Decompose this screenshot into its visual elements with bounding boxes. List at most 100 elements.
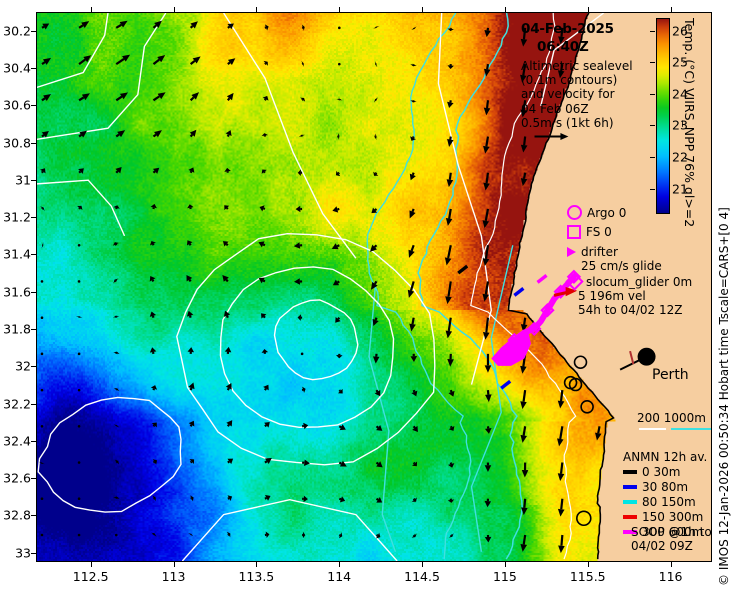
velocity-arrow — [447, 498, 455, 503]
velocity-arrow — [302, 459, 310, 467]
velocity-arrow — [557, 498, 565, 517]
velocity-arrow — [41, 242, 44, 249]
y-tick-label: 32.8 — [3, 507, 31, 523]
x-tick-label: 114.5 — [404, 569, 440, 584]
x-tick-top — [422, 7, 424, 12]
scalebar-label-1000: 1000m — [663, 411, 706, 425]
velocity-arrow — [410, 136, 416, 141]
velocity-arrow — [77, 497, 81, 501]
map-plot-area[interactable]: 04-Feb-2025 06:40Z Altimetric sealevel (0… — [36, 12, 712, 562]
velocity-arrow — [336, 98, 343, 101]
velocity-arrow — [407, 281, 415, 298]
velocity-arrow — [264, 495, 271, 501]
sealevel-contour-sw-low — [37, 396, 182, 513]
sealevel-contour-nw-1 — [37, 13, 167, 141]
velocity-arrow — [520, 27, 528, 47]
velocity-arrow — [374, 389, 381, 397]
anmn-mooring-vector[interactable] — [500, 379, 512, 390]
velocity-arrow — [484, 498, 492, 508]
y-tick-label: 30.2 — [3, 23, 31, 39]
velocity-arrow — [557, 63, 565, 79]
colorbar — [656, 18, 670, 214]
x-tick — [173, 562, 175, 567]
y-tick-label: 32.4 — [3, 433, 31, 449]
glider-position-marker[interactable] — [566, 269, 582, 284]
velocity-arrow — [225, 130, 232, 137]
glider-position-marker[interactable] — [527, 321, 542, 336]
velocity-arrow — [264, 422, 270, 428]
velocity-arrow — [261, 133, 269, 137]
perth-city-label: Perth — [652, 367, 689, 383]
velocity-arrow — [41, 94, 52, 102]
velocity-arrow — [224, 205, 230, 211]
velocity-arrow — [189, 21, 198, 29]
drifter-marker[interactable] — [553, 287, 578, 297]
velocity-arrow — [520, 63, 527, 83]
perth-connector-2 — [629, 350, 635, 365]
velocity-arrow — [520, 136, 528, 153]
velocity-arrow — [227, 23, 234, 30]
velocity-arrow — [77, 352, 81, 356]
velocity-arrow — [40, 316, 44, 319]
velocity-arrow — [152, 92, 166, 102]
y-tick-label: 32.6 — [3, 470, 31, 486]
y-tick — [31, 403, 36, 405]
velocity-arrow — [338, 26, 341, 30]
glider-position-marker[interactable] — [540, 303, 555, 318]
colorbar-tick — [650, 188, 655, 190]
soop-observation-marker[interactable] — [568, 377, 583, 392]
x-tick-label: 113.5 — [238, 569, 275, 584]
legend-item-drifter[interactable]: drifter — [567, 244, 707, 259]
velocity-arrow — [113, 388, 120, 392]
drifter-triangle-icon — [567, 246, 576, 257]
header-description: Altimetric sealevel (0.1m contours) and ve… — [521, 59, 633, 130]
velocity-arrow — [115, 54, 131, 66]
slocum-glider-diamond-icon — [565, 272, 584, 291]
velocity-arrow — [41, 23, 50, 30]
velocity-arrow — [222, 274, 229, 283]
velocity-arrow — [335, 170, 341, 177]
glider-position-marker[interactable] — [507, 332, 522, 348]
x-tick-label: 115 — [492, 569, 517, 584]
soop-observation-marker[interactable] — [576, 510, 592, 527]
anmn-mooring-vector[interactable] — [513, 287, 525, 297]
soop-line-1: SOOP @1h to — [631, 525, 712, 539]
velocity-arrow — [338, 424, 346, 431]
velocity-arrow — [484, 353, 492, 373]
y-tick-label: 30.8 — [3, 135, 31, 150]
velocity-arrow — [521, 498, 528, 516]
y-tick — [31, 30, 36, 32]
anmn-mooring-vector[interactable] — [457, 264, 469, 275]
legend-item-fs[interactable]: FS 0 — [567, 224, 707, 239]
anmn-mooring-vector[interactable] — [536, 274, 548, 284]
velocity-arrow — [151, 422, 157, 428]
velocity-arrow — [595, 426, 602, 441]
y-tick — [31, 217, 36, 219]
velocity-arrow — [297, 314, 303, 321]
velocity-arrow — [189, 129, 197, 138]
velocity-arrow — [223, 310, 231, 319]
legend-item-argo[interactable]: Argo 0 — [567, 205, 707, 220]
velocity-arrow — [409, 208, 416, 219]
velocity-arrow — [226, 92, 234, 101]
velocity-arrow — [298, 134, 306, 138]
velocity-arrow — [410, 353, 418, 363]
soop-observation-marker[interactable] — [573, 355, 588, 370]
legend-item-slocum-glider[interactable]: slocum_glider 0m — [565, 272, 707, 291]
velocity-arrow — [187, 204, 194, 210]
velocity-scale-arrow — [534, 133, 569, 141]
velocity-arrow — [264, 531, 270, 538]
soop-observation-marker[interactable] — [580, 400, 594, 414]
velocity-arrow — [557, 426, 564, 447]
velocity-arrow — [484, 426, 492, 434]
velocity-arrow — [332, 279, 340, 286]
velocity-arrow — [149, 311, 157, 318]
colorbar-tick-label: 22 — [672, 149, 688, 165]
colorbar-tick — [650, 62, 655, 64]
velocity-arrow — [483, 63, 491, 77]
y-tick-label: 33 — [15, 545, 31, 561]
header-description-line: 0.5m/s (1kt 6h) — [521, 115, 614, 130]
velocity-arrow — [40, 497, 44, 501]
y-tick-label: 31 — [15, 172, 31, 188]
x-tick-top — [173, 7, 175, 12]
